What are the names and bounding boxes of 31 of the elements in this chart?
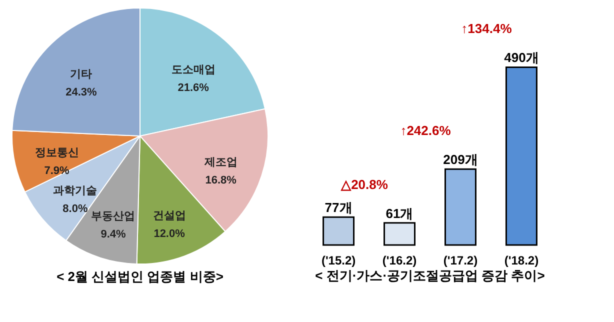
slice-label: 정보통신 [34, 147, 79, 160]
data-label: 12.0% [154, 228, 186, 240]
slice-label: 제조업 [203, 156, 238, 168]
x-tick-label: ('15.2) [321, 254, 356, 268]
data-label: 16.8% [205, 174, 237, 186]
data-label: 209개 [443, 152, 478, 168]
data-label: 21.6% [178, 82, 210, 94]
data-label: 61개 [386, 206, 414, 221]
slice-label: 도소매업 [171, 64, 216, 76]
annotation: ↑242.6% [400, 123, 452, 138]
text: < 2월 신설법인 업종별 비중> [56, 269, 224, 284]
data-label: 24.3% [66, 86, 98, 99]
slice-label: 건설업 [152, 210, 186, 222]
x-tick-label: ('17.2) [443, 254, 478, 268]
slice-label: 과학기술 [53, 185, 98, 197]
bar [444, 168, 476, 246]
data-label: 77개 [324, 200, 352, 216]
x-tick-label: ('16.2) [382, 254, 417, 268]
slice-label: 기타 [70, 68, 92, 81]
x-tick-label: ('18.2) [504, 254, 539, 268]
text: < 전기·가스·공기조절공급업 증감 추이> [315, 268, 546, 283]
data-label: 7.9% [44, 165, 70, 178]
annotation: ↑134.4% [461, 21, 512, 36]
data-label: 9.4% [100, 228, 126, 241]
bar [322, 216, 355, 246]
slice-label: 부동산업 [91, 210, 136, 223]
bar [505, 66, 538, 246]
data-label: 8.0% [62, 203, 88, 215]
data-label: 490개 [504, 50, 539, 66]
bar [384, 222, 416, 246]
annotation: △20.8% [340, 176, 388, 192]
